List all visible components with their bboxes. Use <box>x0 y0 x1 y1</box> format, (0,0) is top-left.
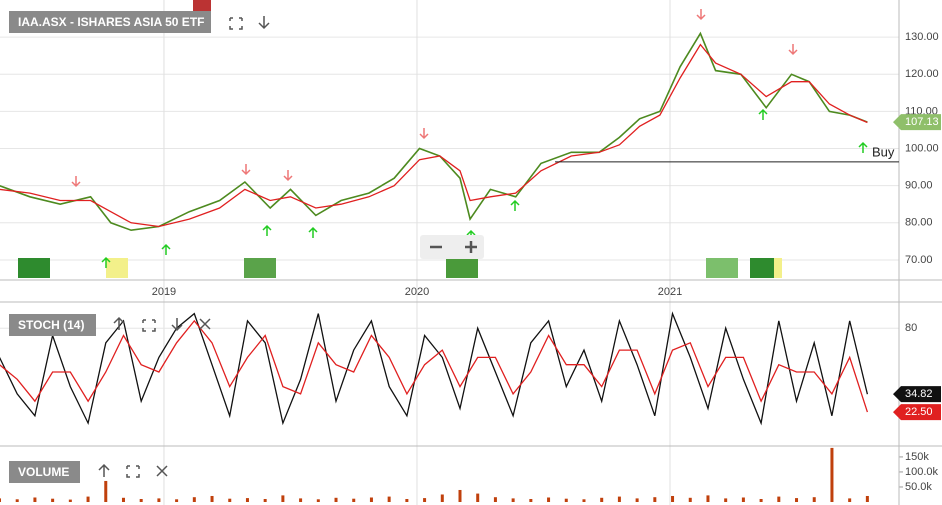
volume-bar <box>281 495 285 502</box>
y-tick-label: 120.00 <box>905 68 939 80</box>
volume-bar <box>245 498 249 502</box>
header-pill[interactable] <box>9 461 80 483</box>
panel-title: VOLUME <box>18 465 69 479</box>
volume-bar <box>564 498 568 502</box>
volume-bar <box>582 499 586 502</box>
volume-bar <box>316 499 320 502</box>
volume-bar <box>476 493 480 502</box>
volume-bar <box>547 497 551 502</box>
volume-bar <box>15 499 19 502</box>
volume-bar <box>334 497 338 502</box>
series-line <box>0 311 869 426</box>
panel-title: STOCH (14) <box>18 318 84 332</box>
header-pill[interactable] <box>9 11 211 33</box>
volume-bar <box>759 498 763 502</box>
toolbar-icons[interactable] <box>98 16 270 478</box>
chart-title: IAA.ASX - ISHARES ASIA 50 ETF <box>18 15 204 29</box>
last-value-label: 107.13 <box>905 116 939 128</box>
y-tick-label: 100.0k <box>905 466 939 478</box>
volume-bar <box>440 494 444 502</box>
volume-bar <box>405 498 409 502</box>
volume-bar <box>121 497 125 502</box>
signal-strips <box>18 258 782 278</box>
volume-bar <box>68 499 72 502</box>
volume-bar <box>228 498 232 502</box>
y-tick-label: 150k <box>905 451 929 463</box>
volume-bar <box>139 498 143 502</box>
volume-bar <box>423 498 427 502</box>
volume-bar <box>529 498 533 502</box>
volume-bar <box>865 495 869 502</box>
volume-bar <box>688 497 692 502</box>
last-value-label: 22.50 <box>905 406 933 418</box>
y-tick-label: 90.00 <box>905 180 933 192</box>
volume-bar <box>192 497 196 502</box>
volume-bar <box>848 498 852 502</box>
volume-bar <box>33 497 37 502</box>
last-value-label: 34.82 <box>905 388 933 400</box>
volume-bar <box>812 497 816 502</box>
x-tick-label: 2021 <box>658 286 682 298</box>
volume-bar <box>777 496 781 502</box>
volume-bar <box>369 497 373 502</box>
volume-bar <box>175 499 179 502</box>
signal-arrows <box>71 9 868 268</box>
volume-bar <box>724 498 728 502</box>
y-tick-label: 70.00 <box>905 254 933 266</box>
volume-bar <box>86 496 90 502</box>
volume-bar <box>795 498 799 502</box>
x-tick-label: 2020 <box>405 286 429 298</box>
y-tick-label: 130.00 <box>905 31 939 43</box>
volume-bar <box>671 495 675 502</box>
volume-bar <box>600 497 604 502</box>
volume-bar <box>210 495 214 502</box>
series-line <box>0 43 868 228</box>
volume-bar <box>511 498 515 502</box>
y-tick-label: 100.00 <box>905 142 939 154</box>
volume-bar <box>635 498 639 502</box>
volume-bar <box>493 497 497 502</box>
volume-bar <box>263 498 267 502</box>
volume-bar <box>104 480 108 502</box>
volume-bar <box>387 496 391 502</box>
y-tick-label: 80.00 <box>905 217 933 229</box>
annotation-label: Buy <box>872 144 895 159</box>
volume-bar <box>157 498 161 502</box>
volume-bar <box>617 496 621 502</box>
volume-bar <box>0 498 1 502</box>
series-line <box>0 319 869 413</box>
last-value-badge <box>893 114 941 131</box>
last-value-badge <box>893 404 941 421</box>
volume-bar <box>741 497 745 502</box>
last-value-badge <box>893 386 941 403</box>
series-line <box>0 31 868 232</box>
volume-bar <box>299 498 303 502</box>
y-tick-label: 50.0k <box>905 481 932 493</box>
volume-bar <box>706 495 710 502</box>
header-pill[interactable] <box>9 314 96 336</box>
volume-bar <box>653 497 657 502</box>
volume-bar <box>458 489 462 502</box>
y-tick-label: 80 <box>905 322 917 334</box>
zoom-buttons[interactable] <box>420 235 484 259</box>
volume-bar <box>352 498 356 502</box>
x-tick-label: 2019 <box>152 286 176 298</box>
volume-bar <box>51 498 55 502</box>
volume-bar <box>830 447 834 502</box>
